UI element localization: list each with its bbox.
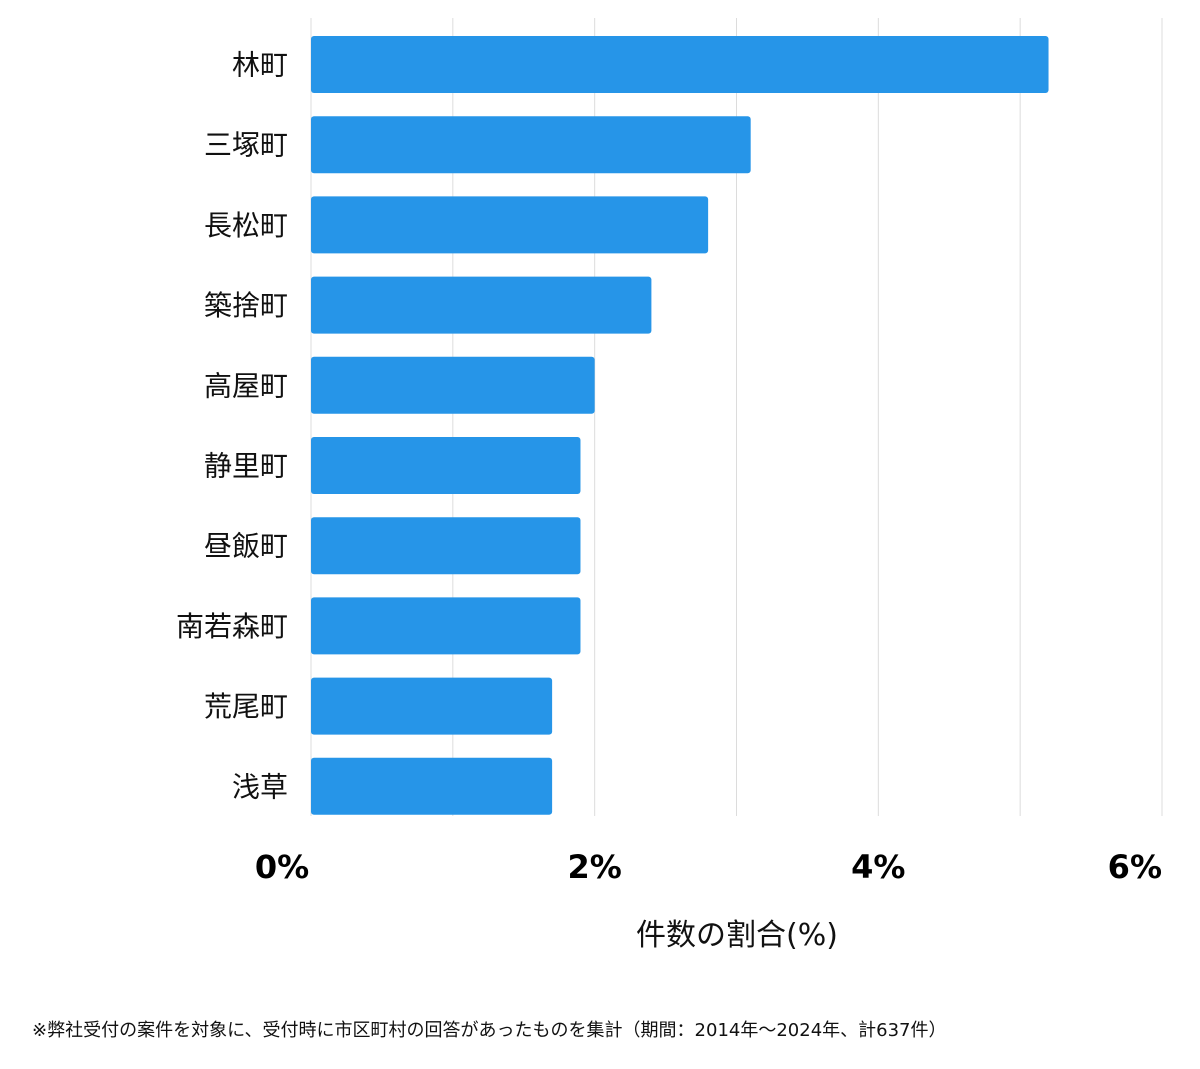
category-label-1: 三塚町 (204, 129, 288, 162)
x-tick-labels: 0% 2% 4% 6% (255, 848, 1162, 886)
category-label-0: 林町 (232, 49, 288, 82)
category-label-2: 長松町 (204, 209, 288, 242)
bar-0 (311, 36, 1049, 93)
bar-4 (311, 356, 595, 414)
category-label-9: 浅草 (232, 770, 288, 803)
footnote: ※弊社受付の案件を対象に、受付時に市区町村の回答があったものを集計（期間：201… (32, 1020, 947, 1041)
x-tick-label-2: 4% (851, 848, 905, 886)
category-label-3: 築捨町 (204, 289, 288, 322)
bar-2 (311, 196, 709, 254)
bar-5 (311, 437, 581, 494)
bar-7 (311, 597, 581, 655)
bars (311, 36, 1049, 815)
x-tick-label-1: 2% (568, 848, 622, 886)
x-axis-title: 件数の割合(%) (636, 918, 838, 953)
x-tick-label-3: 6% (1108, 848, 1162, 886)
x-tick-label-0: 0% (255, 848, 309, 886)
bar-6 (311, 517, 581, 575)
bar-1 (311, 116, 751, 174)
category-label-5: 静里町 (204, 450, 288, 483)
category-label-7: 南若森町 (176, 610, 288, 643)
bar-9 (311, 757, 553, 815)
bar-8 (311, 677, 553, 735)
category-label-6: 昼飯町 (204, 530, 288, 563)
category-label-8: 荒尾町 (204, 690, 288, 723)
bar-3 (311, 276, 652, 334)
category-label-4: 高屋町 (204, 369, 288, 402)
